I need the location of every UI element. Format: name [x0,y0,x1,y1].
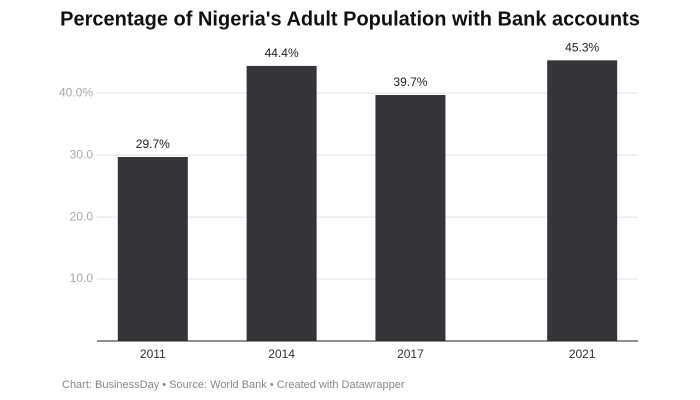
bar [375,95,446,341]
y-tick-label: 40.0% [59,85,93,99]
value-label: 44.4% [265,46,299,60]
chart-title: Percentage of Nigeria's Adult Population… [60,8,640,30]
value-label: 45.3% [565,41,599,55]
x-tick-label: 2011 [140,347,166,361]
source-note: Chart: BusinessDay • Source: World Bank … [62,379,405,391]
y-tick-label: 20.0 [70,209,94,223]
x-tick-label: 2014 [268,347,295,361]
value-label: 39.7% [393,75,427,89]
y-tick-label: 30.0 [70,147,94,161]
bar [117,156,188,341]
x-tick-label: 2017 [397,347,424,361]
value-label: 29.7% [136,137,170,151]
y-tick-label: 10.0 [70,271,94,285]
bar [547,60,618,342]
bar [246,65,317,342]
x-tick-label: 2021 [569,347,596,361]
